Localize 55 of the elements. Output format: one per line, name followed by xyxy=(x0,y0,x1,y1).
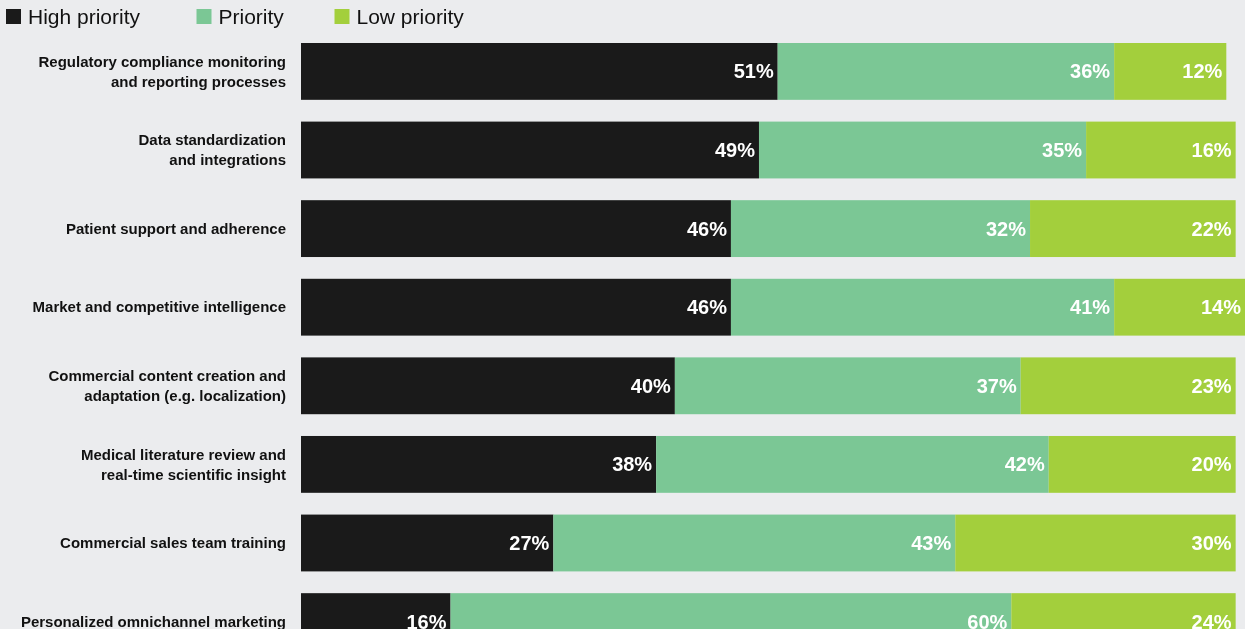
data-label: 36% xyxy=(1070,60,1111,83)
data-label: 14% xyxy=(1200,296,1242,319)
data-label: 35% xyxy=(1042,139,1083,162)
y-tick-label: Commercial content creation and adaptation (e.g. localization) xyxy=(48,367,286,405)
data-label: 42% xyxy=(1004,453,1045,476)
bar xyxy=(301,43,778,100)
bar xyxy=(1020,357,1236,415)
y-tick-label: Patient support and adherence xyxy=(65,219,286,237)
bar xyxy=(553,514,956,572)
data-label: 12% xyxy=(1182,60,1223,83)
data-label: 16% xyxy=(406,610,447,629)
legend-label: Priority xyxy=(218,5,285,29)
bar xyxy=(1048,435,1236,493)
data-label: 46% xyxy=(686,296,728,319)
bar xyxy=(730,278,1115,336)
data-label: 60% xyxy=(967,610,1008,629)
bar xyxy=(1114,43,1227,100)
y-tick-label: Commercial sales team training xyxy=(60,534,286,552)
data-label: 41% xyxy=(1070,296,1111,319)
bar xyxy=(301,435,657,493)
bar xyxy=(730,200,1031,258)
data-label: 32% xyxy=(986,217,1027,240)
data-label: 30% xyxy=(1191,531,1232,554)
data-label: 23% xyxy=(1191,374,1232,397)
y-tick-label: Market and competitive intelligence xyxy=(32,298,286,316)
bar xyxy=(777,43,1115,100)
bar xyxy=(674,357,1021,415)
data-label: 37% xyxy=(976,374,1017,397)
data-label: 24% xyxy=(1191,610,1232,629)
bar xyxy=(301,121,759,179)
data-label: 16% xyxy=(1191,139,1232,162)
y-tick-label: Data standardization and integrations xyxy=(138,131,286,169)
data-label: 43% xyxy=(911,531,952,554)
data-label: 22% xyxy=(1191,217,1232,240)
bar xyxy=(1086,121,1236,179)
bar xyxy=(1030,200,1236,258)
legend-label: High priority xyxy=(28,5,141,29)
bar xyxy=(301,278,731,336)
bar xyxy=(955,514,1236,572)
bar xyxy=(301,514,554,572)
bar xyxy=(758,121,1087,179)
data-label: 49% xyxy=(714,139,756,162)
data-label: 20% xyxy=(1191,453,1232,476)
bar xyxy=(301,357,675,415)
bar xyxy=(656,435,1049,493)
bar xyxy=(301,200,731,258)
bar xyxy=(1114,278,1245,336)
legend-label: Low priority xyxy=(356,5,465,29)
data-label: 46% xyxy=(686,217,728,240)
data-label: 38% xyxy=(612,453,653,476)
y-tick-label: Regulatory compliance monitoring and reporting processes xyxy=(38,52,286,90)
data-label: 40% xyxy=(630,374,672,397)
data-label: 51% xyxy=(733,60,774,83)
y-tick-label: Medical literature review and real-time scientific insight xyxy=(80,445,286,483)
data-label: 27% xyxy=(509,531,550,554)
